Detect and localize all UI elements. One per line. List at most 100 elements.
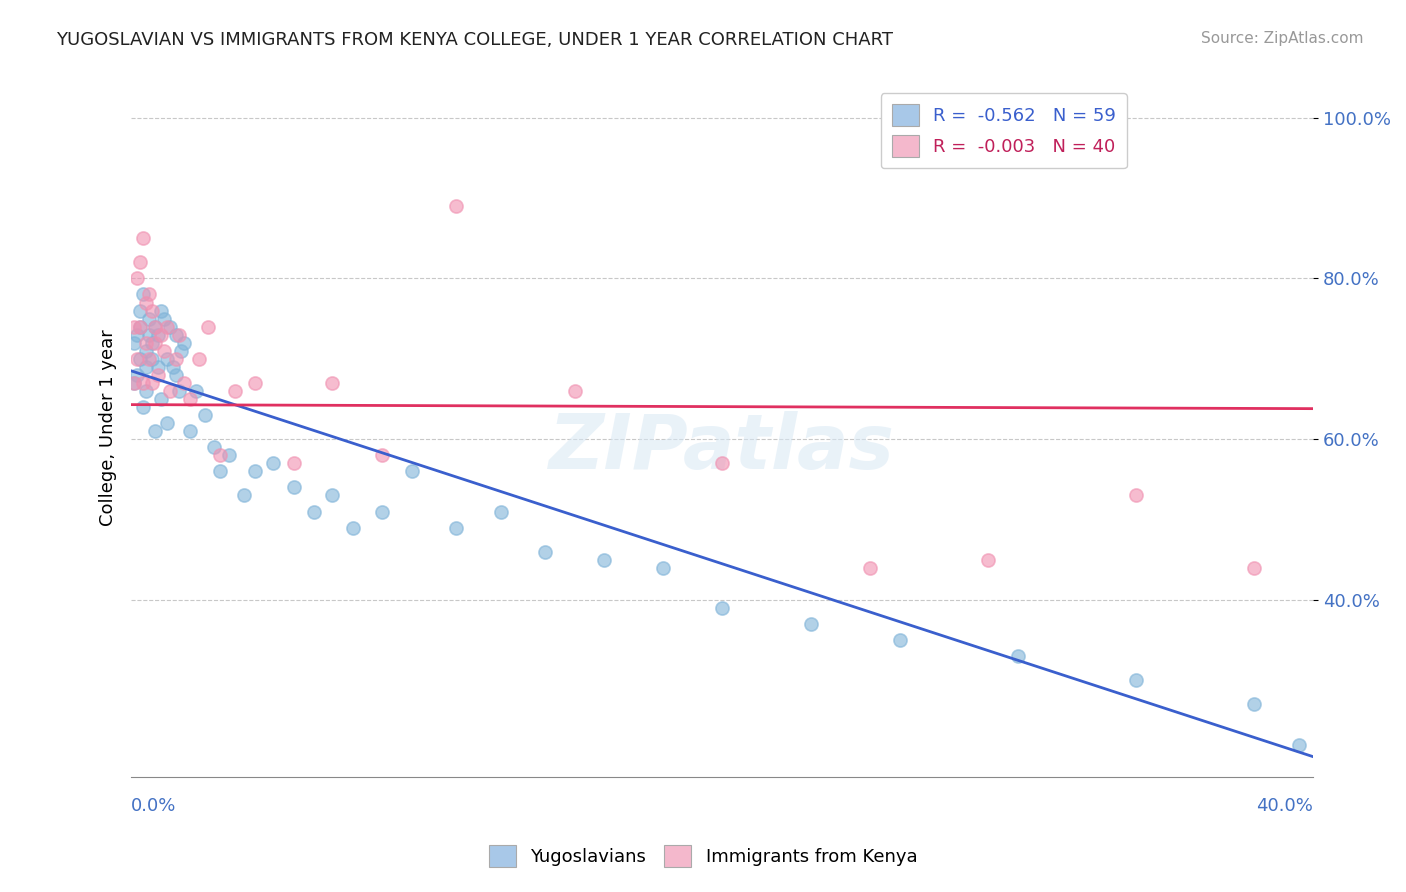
Point bbox=[534, 545, 557, 559]
Point bbox=[197, 319, 219, 334]
Point bbox=[156, 319, 179, 334]
Point bbox=[304, 504, 326, 518]
Y-axis label: College, Under 1 year: College, Under 1 year bbox=[100, 329, 117, 525]
Point bbox=[977, 553, 1000, 567]
Point bbox=[152, 343, 174, 358]
Point bbox=[245, 464, 267, 478]
Point bbox=[146, 359, 169, 374]
Point bbox=[165, 368, 187, 382]
Legend: R =  -0.562   N = 59, R =  -0.003   N = 40: R = -0.562 N = 59, R = -0.003 N = 40 bbox=[882, 94, 1128, 169]
Point bbox=[1243, 561, 1265, 575]
Point bbox=[202, 440, 225, 454]
Point bbox=[1007, 649, 1029, 664]
Point bbox=[132, 287, 155, 301]
Point bbox=[156, 351, 179, 366]
Point bbox=[138, 327, 160, 342]
Point bbox=[165, 327, 187, 342]
Point bbox=[149, 327, 172, 342]
Point bbox=[135, 343, 157, 358]
Text: ZIPatlas: ZIPatlas bbox=[550, 411, 896, 485]
Point bbox=[342, 520, 364, 534]
Point bbox=[149, 392, 172, 406]
Point bbox=[179, 424, 201, 438]
Point bbox=[224, 384, 246, 398]
Point bbox=[218, 448, 240, 462]
Point bbox=[446, 199, 468, 213]
Point bbox=[141, 335, 163, 350]
Point bbox=[149, 303, 172, 318]
Point bbox=[245, 376, 267, 390]
Point bbox=[129, 255, 152, 269]
Point bbox=[800, 617, 823, 632]
Point bbox=[141, 376, 163, 390]
Point bbox=[489, 504, 512, 518]
Point bbox=[711, 601, 734, 615]
Point bbox=[127, 271, 149, 285]
Point bbox=[283, 480, 305, 494]
Point bbox=[371, 504, 394, 518]
Text: YUGOSLAVIAN VS IMMIGRANTS FROM KENYA COLLEGE, UNDER 1 YEAR CORRELATION CHART: YUGOSLAVIAN VS IMMIGRANTS FROM KENYA COL… bbox=[56, 31, 893, 49]
Point bbox=[127, 368, 149, 382]
Point bbox=[401, 464, 423, 478]
Point bbox=[711, 456, 734, 470]
Point bbox=[143, 424, 166, 438]
Point bbox=[122, 376, 145, 390]
Point bbox=[321, 376, 343, 390]
Point bbox=[167, 384, 190, 398]
Legend: Yugoslavians, Immigrants from Kenya: Yugoslavians, Immigrants from Kenya bbox=[481, 838, 925, 874]
Point bbox=[132, 376, 155, 390]
Point bbox=[652, 561, 675, 575]
Point bbox=[143, 319, 166, 334]
Point bbox=[321, 488, 343, 502]
Point bbox=[186, 384, 208, 398]
Point bbox=[135, 359, 157, 374]
Point bbox=[889, 633, 911, 648]
Point bbox=[146, 368, 169, 382]
Point bbox=[1243, 698, 1265, 712]
Point bbox=[143, 335, 166, 350]
Point bbox=[132, 231, 155, 245]
Point bbox=[371, 448, 394, 462]
Point bbox=[138, 287, 160, 301]
Point bbox=[129, 319, 152, 334]
Point bbox=[194, 408, 217, 422]
Point bbox=[146, 327, 169, 342]
Point bbox=[208, 464, 231, 478]
Point bbox=[132, 400, 155, 414]
Point bbox=[152, 311, 174, 326]
Point bbox=[170, 343, 193, 358]
Point bbox=[167, 327, 190, 342]
Point bbox=[1125, 488, 1147, 502]
Point bbox=[135, 295, 157, 310]
Point bbox=[173, 376, 195, 390]
Point bbox=[188, 351, 211, 366]
Text: 40.0%: 40.0% bbox=[1257, 797, 1313, 815]
Point bbox=[138, 311, 160, 326]
Point bbox=[143, 319, 166, 334]
Point bbox=[179, 392, 201, 406]
Point bbox=[593, 553, 616, 567]
Point bbox=[162, 359, 184, 374]
Point bbox=[446, 520, 468, 534]
Point bbox=[122, 376, 145, 390]
Point bbox=[127, 327, 149, 342]
Point bbox=[159, 319, 181, 334]
Point bbox=[232, 488, 254, 502]
Point bbox=[859, 561, 882, 575]
Point bbox=[135, 384, 157, 398]
Point bbox=[129, 319, 152, 334]
Point bbox=[173, 335, 195, 350]
Point bbox=[165, 351, 187, 366]
Text: 0.0%: 0.0% bbox=[131, 797, 177, 815]
Point bbox=[159, 384, 181, 398]
Point bbox=[564, 384, 586, 398]
Point bbox=[135, 335, 157, 350]
Point bbox=[129, 303, 152, 318]
Point bbox=[283, 456, 305, 470]
Point bbox=[122, 319, 145, 334]
Point bbox=[141, 303, 163, 318]
Point bbox=[262, 456, 284, 470]
Point bbox=[141, 351, 163, 366]
Point bbox=[208, 448, 231, 462]
Point bbox=[122, 335, 145, 350]
